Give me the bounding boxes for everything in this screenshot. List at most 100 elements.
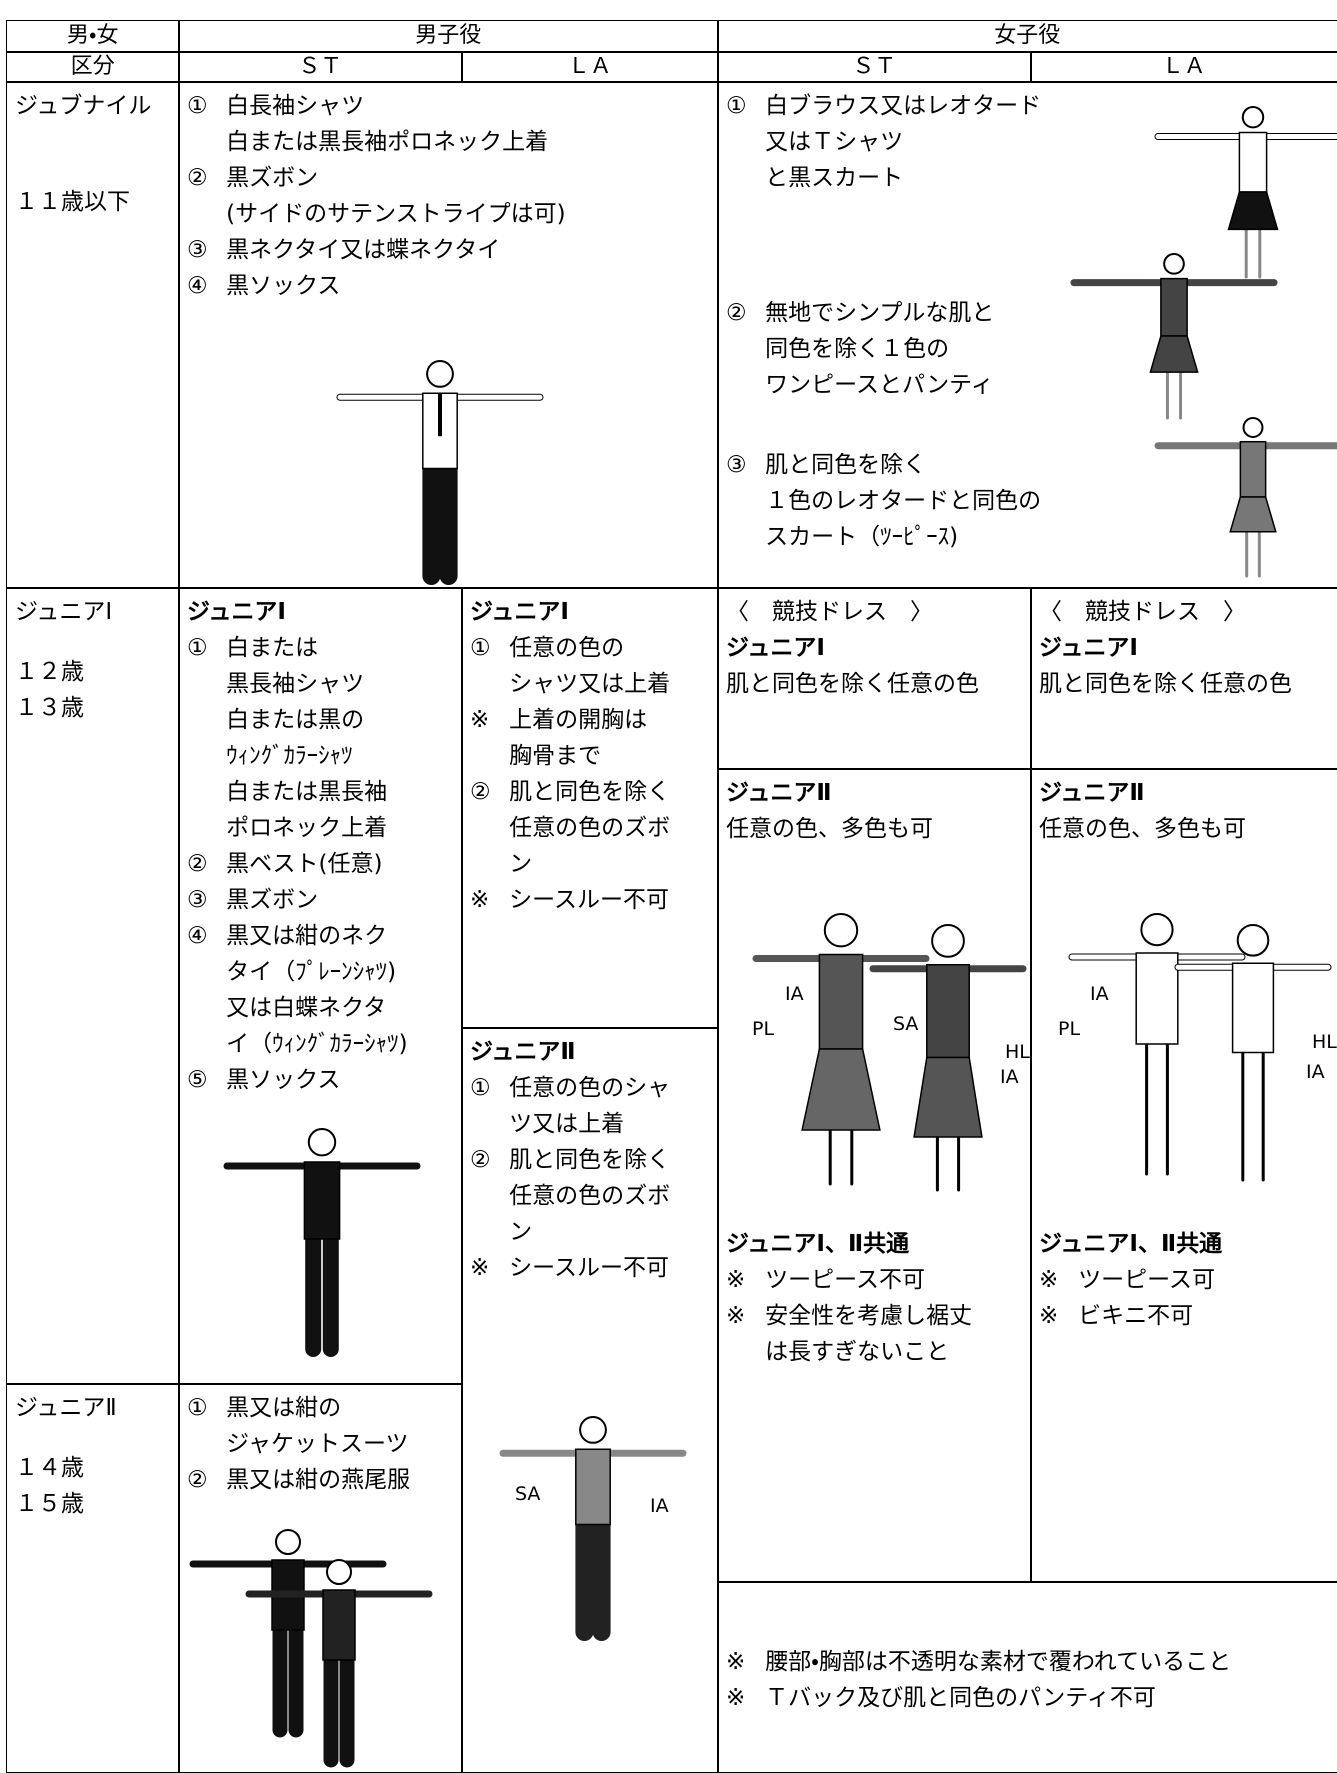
text-lines: ジュニアⅡ	[15, 1390, 117, 1426]
text-lines: 腰部・胸部は不透明な素材で覆われていること	[765, 1644, 1231, 1680]
text-line: 任意の色のズボ	[509, 815, 671, 841]
table-cell: ジュブナイル １１歳以下	[6, 81, 180, 589]
text-line: 黒ベスト(任意)	[226, 851, 383, 877]
list-marker: ①	[187, 635, 208, 661]
text-line: ワンピースとパンティ	[765, 372, 994, 398]
text-lines: ツーピース可	[1078, 1262, 1215, 1298]
text-line: ジュニアⅠ、Ⅱ共通	[726, 1231, 910, 1257]
text-line: は長すぎないこと	[765, 1339, 950, 1365]
text-lines: 白または 黒長袖シャツ 白または黒の ｳｨﾝｸﾞｶﾗｰｼｬﾂ 白または黒長袖 ポロネック上…	[226, 630, 387, 846]
header-cell: 男子役	[178, 20, 719, 53]
text-line: 腰部・胸部は不透明な素材で覆われていること	[765, 1649, 1232, 1675]
list-marker: ※	[1039, 1303, 1059, 1329]
text-lines: 肌と同色を除く 任意の色のズボン	[509, 774, 670, 882]
header-cell: ＬＡ	[461, 51, 719, 83]
text-group: ① 白ブラウス又はレオタード 又はＴシャツ と黒スカート	[726, 88, 1333, 196]
table-cell: ① 白長袖シャツ 白または黒長袖ポロネック上着 ② 黒ズボン (サイドのサテンストライプは…	[178, 81, 719, 589]
list-marker: ③	[726, 452, 747, 478]
text-group: ジュニアⅡ 任意の色、多色も可	[726, 775, 1027, 847]
header-text: 男・女	[67, 23, 119, 49]
text-line: 肌と同色を除く	[509, 1147, 671, 1173]
text-line: ツーピース可	[1078, 1267, 1215, 1293]
text-block: ※ ツーピース不可	[726, 1262, 1027, 1298]
text-lines: 任意の色、多色も可	[726, 811, 933, 847]
header-cell: 区分	[6, 51, 180, 83]
text-block: 〈 競技ドレス 〉	[726, 594, 1027, 630]
text-group: １１歳以下	[15, 184, 175, 220]
table-cell: ジュニアⅡ １４歳 １５歳	[6, 1383, 180, 1773]
text-block: ② 黒ベスト(任意)	[187, 846, 458, 882]
text-block: ① 任意の色のシャツ又は上着	[470, 630, 714, 702]
text-block: 任意の色、多色も可	[1039, 811, 1333, 847]
text-block: １４歳 １５歳	[15, 1450, 175, 1522]
text-block: ① 白長袖シャツ 白または黒長袖ポロネック上着	[187, 88, 714, 160]
text-line: ジュニアⅡ	[470, 1039, 576, 1065]
text-lines: 白ブラウス又はレオタード 又はＴシャツ と黒スカート	[765, 88, 1041, 196]
text-line: １５歳	[15, 1491, 84, 1517]
text-line: スカート（ﾂｰﾋﾟｰｽ)	[765, 524, 959, 550]
text-line: 胸骨まで	[509, 743, 602, 769]
text-line: ｳｨﾝｸﾞｶﾗｰｼｬﾂ	[226, 743, 353, 769]
text-group: ジュニアⅡ ① 任意の色のシャ ツ又は上着 ② 肌と同色を除く 任意の色のズボン ※ シースルー…	[470, 1034, 714, 1286]
text-line: ジュニアⅠ	[1039, 635, 1138, 661]
text-line: 任意の色の	[509, 635, 625, 661]
list-marker: ②	[187, 851, 208, 877]
text-block: ⑤ 黒ソックス	[187, 1062, 458, 1098]
text-lines: ジュニアⅡ	[726, 775, 832, 811]
text-lines: １４歳 １５歳	[15, 1450, 84, 1522]
text-line: 肌と同色を除く	[509, 779, 671, 805]
list-marker: ①	[470, 1075, 491, 1101]
text-lines: ジュニアⅠ、Ⅱ共通	[1039, 1226, 1222, 1262]
text-block: ① 白ブラウス又はレオタード 又はＴシャツ と黒スカート	[726, 88, 1333, 196]
list-marker: ②	[187, 165, 208, 191]
text-block: ※ 安全性を考慮し裾丈 は長すぎないこと	[726, 1298, 1027, 1370]
text-block: 肌と同色を除く任意の色	[726, 666, 1027, 702]
text-block: 〈 競技ドレス 〉	[1039, 594, 1333, 630]
text-line: シースルー不可	[509, 887, 669, 913]
list-marker: ①	[726, 93, 747, 119]
text-block: ① 黒又は紺の ジャケットスーツ	[187, 1390, 458, 1462]
text-block: ※ Ｔバック及び肌と同色のパンティ不可	[726, 1680, 1333, 1716]
text-line: 肌と同色を除く	[765, 452, 927, 478]
text-line: Ｔバック及び肌と同色のパンティ不可	[765, 1685, 1156, 1711]
text-block: ジュニアⅡ	[470, 1034, 714, 1070]
text-lines: 黒ズボン (サイドのサテンストライプは可)	[226, 160, 566, 232]
text-line: 上着の開胸は	[509, 707, 648, 733]
text-line: 黒又は紺の燕尾服	[226, 1467, 411, 1493]
text-line: 〈 競技ドレス 〉	[1039, 599, 1246, 625]
table-cell: ジュニアⅡ 任意の色、多色も可ジュニアⅠ、Ⅱ共通 ※ ツーピース不可 ※ 安全性を考慮し裾…	[717, 768, 1032, 1583]
text-line: ジャケットスーツ	[226, 1431, 409, 1457]
table-cell: ジュニアⅠ １２歳 １３歳	[6, 587, 180, 1385]
text-line: 任意の色のズボ	[509, 1183, 671, 1209]
text-lines: ジュニアⅠ	[15, 594, 112, 630]
header-text: ＳＴ	[298, 53, 343, 79]
text-group: ジュニアⅠ ① 任意の色の シャツ又は上着 ※ 上着の開胸は 胸骨まで ② 肌と同色を除く 任意の…	[470, 594, 714, 918]
text-block: ジュニアⅠ	[1039, 630, 1333, 666]
header-text: 男子役	[415, 23, 482, 49]
text-line: 白または黒長袖ポロネック上着	[226, 129, 549, 155]
list-marker: ⑤	[187, 1067, 208, 1093]
text-lines: シースルー不可	[509, 1250, 669, 1286]
text-group: ジュニアⅠ ① 白または 黒長袖シャツ 白または黒の ｳｨﾝｸﾞｶﾗｰｼｬﾂ 白または黒長袖…	[187, 594, 458, 1098]
text-block: ② 黒又は紺の燕尾服	[187, 1462, 458, 1498]
text-line: 〈 競技ドレス 〉	[726, 599, 933, 625]
text-lines: 肌と同色を除く １色のレオタードと同色の スカート（ﾂｰﾋﾟｰｽ)	[765, 447, 1041, 555]
text-block: ※ シースルー不可	[470, 1250, 714, 1286]
text-line: シャツ又は上着	[509, 671, 671, 697]
text-lines: 黒又は紺の燕尾服	[226, 1462, 410, 1498]
header-cell: ＳＴ	[178, 51, 463, 83]
text-line: 肌と同色を除く任意の色	[1039, 671, 1292, 697]
text-block: ジュニアⅡ	[726, 775, 1027, 811]
text-line: 黒ソックス	[226, 1067, 341, 1093]
text-lines: 黒又は紺のネク タイ（ﾌﾟﾚｰﾝｼｬﾂ) 又は白蝶ネクタ イ（ｳｨﾝｸﾞｶﾗｰｼｬﾂ)	[226, 918, 407, 1062]
text-block: ① 白または 黒長袖シャツ 白または黒の ｳｨﾝｸﾞｶﾗｰｼｬﾂ 白または黒長袖 ポロネック…	[187, 630, 458, 846]
text-lines: 任意の色のシャツ又は上着	[509, 1070, 670, 1142]
text-lines: 無地でシンプルな肌と 同色を除く１色の ワンピースとパンティ	[765, 295, 994, 403]
text-lines: ジュニアⅠ、Ⅱ共通	[726, 1226, 909, 1262]
text-block: ジュニアⅠ	[15, 594, 175, 630]
text-lines: 肌と同色を除く 任意の色のズボン	[509, 1142, 670, 1250]
list-marker: ※	[470, 707, 490, 733]
list-marker: ①	[470, 635, 491, 661]
list-marker: ②	[470, 1147, 491, 1173]
